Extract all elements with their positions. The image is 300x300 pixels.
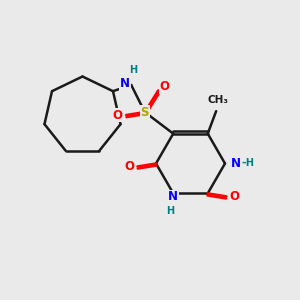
Text: N: N	[230, 157, 240, 170]
Text: CH₃: CH₃	[207, 94, 228, 104]
Text: H: H	[130, 65, 138, 75]
Text: S: S	[140, 106, 149, 118]
Text: O: O	[230, 190, 240, 203]
Text: O: O	[160, 80, 170, 93]
Text: O: O	[124, 160, 134, 173]
Text: N: N	[120, 77, 130, 90]
Text: N: N	[168, 190, 178, 203]
Text: O: O	[113, 109, 123, 122]
Text: –H: –H	[242, 158, 254, 168]
Text: H: H	[166, 206, 174, 216]
